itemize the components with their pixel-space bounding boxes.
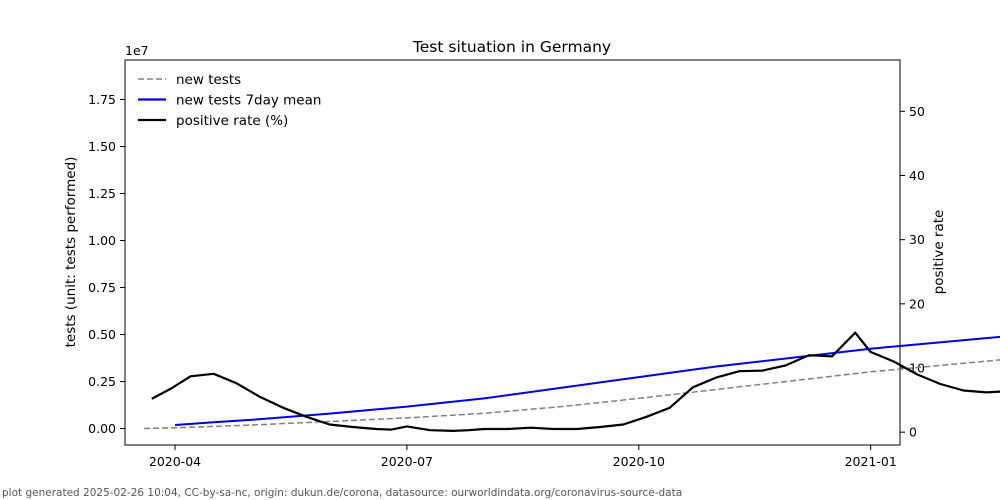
y-axis-left-ticks: 0.00 0.25 0.50 0.75 1.00 1.25 1.50 1.75 bbox=[88, 92, 125, 436]
y-axis-left-label: tests (unit: tests performed) bbox=[63, 157, 79, 348]
y-right-tick-label: 20 bbox=[909, 296, 925, 311]
y-left-tick-label: 0.50 bbox=[88, 327, 116, 342]
footer-credit: plot generated 2025-02-26 10:04, CC-by-s… bbox=[2, 487, 683, 499]
y-left-tick-label: 1.25 bbox=[88, 186, 116, 201]
legend: new tests new tests 7day mean positive rat… bbox=[138, 72, 321, 129]
y-left-tick-label: 0.75 bbox=[88, 280, 116, 295]
y-left-tick-label: 0.00 bbox=[88, 421, 116, 436]
series-line-new-tests-7day-mean bbox=[174, 335, 1000, 426]
y-left-tick-label: 1.75 bbox=[88, 92, 116, 107]
chart: Test situation in Germany 1e7 tests (uni… bbox=[63, 38, 1000, 469]
x-tick-label: 2020-04 bbox=[149, 454, 201, 469]
x-tick-label: 2021-01 bbox=[845, 454, 897, 469]
y-left-tick-label: 0.25 bbox=[88, 374, 116, 389]
y-right-tick-label: 50 bbox=[909, 104, 925, 119]
y-right-tick-label: 40 bbox=[909, 168, 925, 183]
x-tick-label: 2020-07 bbox=[381, 454, 433, 469]
legend-label: new tests 7day mean bbox=[176, 93, 321, 109]
y-left-tick-label: 1.00 bbox=[88, 233, 116, 248]
y-axis-right-label: positive rate bbox=[931, 210, 947, 295]
x-tick-label: 2020-10 bbox=[613, 454, 665, 469]
plot-area bbox=[124, 59, 901, 446]
y-right-tick-label: 30 bbox=[909, 232, 925, 247]
legend-label: new tests bbox=[176, 72, 241, 88]
series-line-positive-rate- bbox=[151, 331, 1000, 432]
y-axis-offset-text: 1e7 bbox=[125, 43, 149, 58]
x-axis-ticks: 2020-042020-072020-102021-012021-042021-… bbox=[149, 445, 897, 469]
legend-label: positive rate (%) bbox=[176, 113, 288, 129]
y-left-tick-label: 1.50 bbox=[88, 139, 116, 154]
series-layer bbox=[144, 331, 1000, 432]
y-right-tick-label: 0 bbox=[909, 425, 917, 440]
chart-title: Test situation in Germany bbox=[412, 38, 611, 56]
